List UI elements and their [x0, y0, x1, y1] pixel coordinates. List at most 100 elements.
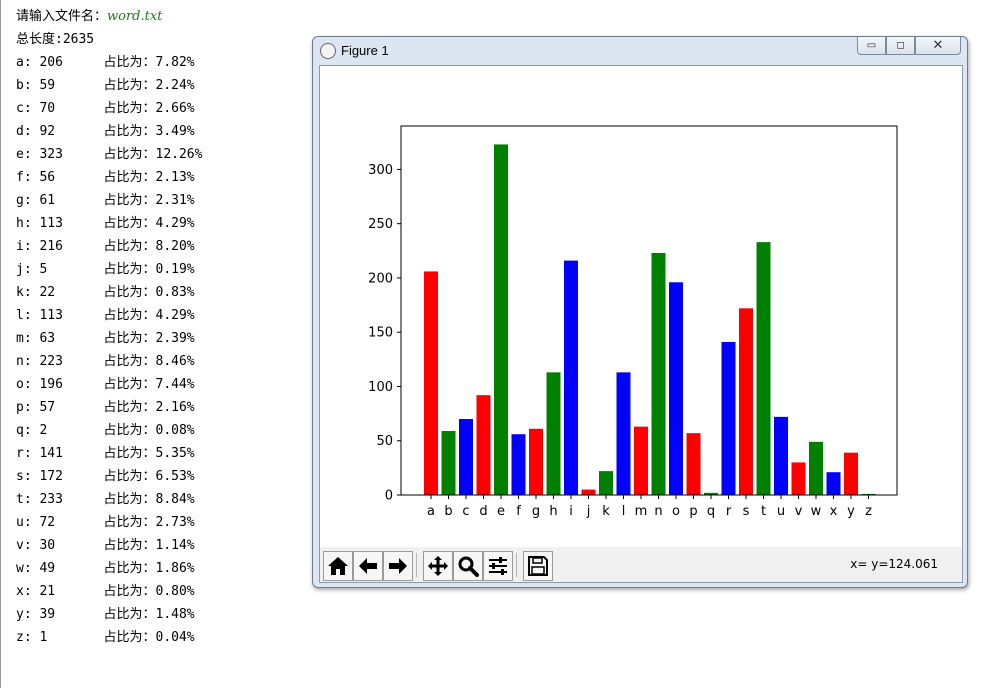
minimize-button[interactable]: ▭	[857, 37, 886, 55]
stat-percent: 2.73%	[155, 515, 195, 530]
stat-ratio-label: 占比为：	[103, 561, 156, 576]
stat-ratio-label: 占比为：	[103, 515, 156, 530]
prompt-label: 请输入文件名：	[16, 9, 108, 24]
bar-o	[669, 282, 683, 495]
stat-percent: 0.19%	[155, 262, 195, 277]
stat-letter: q:	[16, 423, 32, 438]
stat-row: v: 30 占比为：1.14%	[16, 534, 202, 557]
stat-percent: 5.35%	[155, 446, 195, 461]
stat-count: 172	[39, 469, 63, 484]
back-arrow-icon	[359, 558, 377, 574]
stat-ratio-label: 占比为：	[103, 469, 156, 484]
stat-row: j: 5 占比为：0.19%	[16, 258, 202, 281]
back-button[interactable]	[353, 551, 383, 581]
stat-row: k: 22 占比为：0.83%	[16, 281, 202, 304]
left-border	[0, 0, 1, 688]
y-tick-label: 200	[368, 271, 393, 286]
stat-row: i: 216 占比为：8.20%	[16, 235, 202, 258]
stat-percent: 8.46%	[155, 354, 195, 369]
x-tick-label: p	[689, 504, 697, 519]
x-tick-label: s	[743, 504, 750, 519]
forward-arrow-icon	[389, 558, 407, 574]
bar-j	[581, 489, 596, 495]
stat-count: 233	[39, 492, 63, 507]
x-tick-label: g	[532, 504, 540, 519]
y-tick-label: 250	[368, 217, 393, 232]
home-button[interactable]	[323, 551, 353, 581]
stat-percent: 2.16%	[155, 400, 195, 415]
stat-count: 39	[39, 607, 56, 622]
bar-y	[844, 452, 858, 495]
letter-stats: a: 206 占比为：7.82% b: 59 占比为：2.24% c: 70 占比为：2.…	[16, 51, 202, 649]
stat-count: 92	[39, 124, 56, 139]
window-title: Figure 1	[341, 43, 389, 58]
stat-count: 323	[39, 147, 63, 162]
stat-ratio-label: 占比为：	[103, 400, 156, 415]
total-label: 总长度:	[16, 32, 63, 47]
save-button[interactable]	[523, 551, 553, 581]
stat-row: u: 72 占比为：2.73%	[16, 511, 202, 534]
stat-percent: 4.29%	[155, 308, 195, 323]
stat-letter: y:	[16, 607, 32, 622]
total-value: 2635	[62, 32, 95, 47]
stat-ratio-label: 占比为：	[103, 492, 156, 507]
matplotlib-icon[interactable]	[320, 43, 336, 59]
stat-ratio-label: 占比为：	[103, 446, 156, 461]
stat-row: c: 70 占比为：2.66%	[16, 97, 202, 120]
stat-percent: 2.39%	[155, 331, 195, 346]
stat-count: 63	[39, 331, 56, 346]
stat-row: q: 2 占比为：0.08%	[16, 419, 202, 442]
x-tick-label: z	[865, 504, 872, 519]
stat-ratio-label: 占比为：	[103, 377, 156, 392]
stat-row: d: 92 占比为：3.49%	[16, 120, 202, 143]
bar-c	[459, 419, 473, 495]
stat-row: b: 59 占比为：2.24%	[16, 74, 202, 97]
stat-letter: b:	[16, 78, 32, 93]
stat-count: 21	[39, 584, 56, 599]
stat-letter: z:	[16, 630, 32, 645]
stat-count: 57	[39, 400, 56, 415]
stat-letter: h:	[16, 216, 32, 231]
stat-row: m: 63 占比为：2.39%	[16, 327, 202, 350]
stat-letter: i:	[16, 239, 32, 254]
stat-count: 22	[39, 285, 56, 300]
stat-ratio-label: 占比为：	[103, 262, 156, 277]
x-tick-label: a	[427, 504, 435, 519]
stat-ratio-label: 占比为：	[103, 101, 156, 116]
stat-ratio-label: 占比为：	[103, 331, 156, 346]
zoom-button[interactable]	[453, 551, 483, 581]
maximize-icon: ◻	[896, 40, 905, 51]
stat-percent: 7.44%	[155, 377, 195, 392]
forward-button[interactable]	[383, 551, 413, 581]
stat-letter: p:	[16, 400, 32, 415]
stat-ratio-label: 占比为：	[103, 170, 156, 185]
stat-letter: k:	[16, 285, 32, 300]
stat-row: s: 172 占比为：6.53%	[16, 465, 202, 488]
stat-count: 223	[39, 354, 63, 369]
pan-button[interactable]	[423, 551, 453, 581]
stat-row: n: 223 占比为：8.46%	[16, 350, 202, 373]
stat-percent: 8.20%	[155, 239, 195, 254]
stat-row: t: 233 占比为：8.84%	[16, 488, 202, 511]
bar-k	[599, 471, 613, 495]
configure-subplots-button[interactable]	[483, 551, 513, 581]
stat-count: 30	[39, 538, 56, 553]
maximize-button[interactable]: ◻	[886, 37, 915, 55]
x-tick-label: f	[516, 504, 521, 519]
stat-letter: j:	[16, 262, 32, 277]
bar-f	[511, 434, 526, 495]
x-tick-label: x	[830, 504, 838, 519]
bar-m	[634, 426, 648, 495]
stat-count: 216	[39, 239, 63, 254]
title-bar[interactable]: Figure 1 ▭ ◻ ✕	[313, 37, 967, 65]
stat-row: h: 113 占比为：4.29%	[16, 212, 202, 235]
x-tick-label: c	[462, 504, 469, 519]
stat-percent: 0.80%	[155, 584, 195, 599]
close-button[interactable]: ✕	[915, 37, 961, 55]
x-tick-label: l	[622, 504, 626, 519]
bar-h	[546, 372, 561, 495]
stat-row: a: 206 占比为：7.82%	[16, 51, 202, 74]
stat-letter: a:	[16, 55, 32, 70]
